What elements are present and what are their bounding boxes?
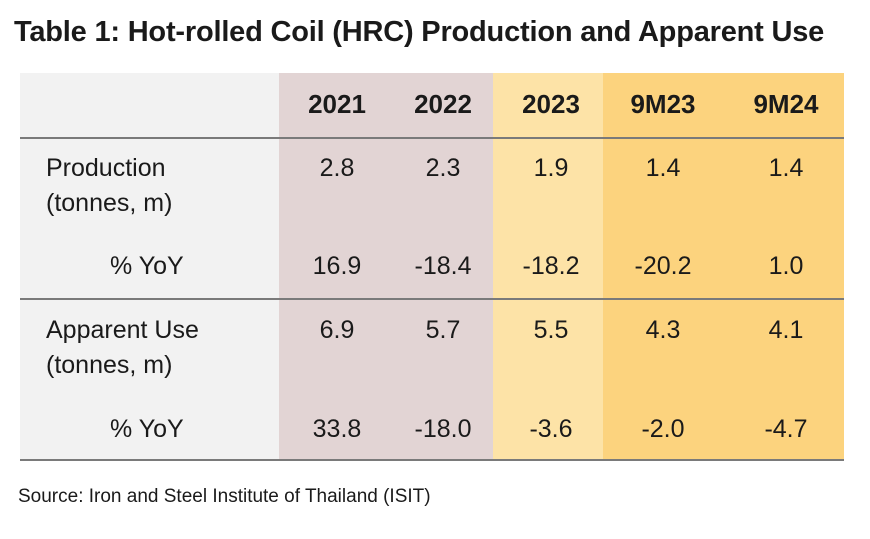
table-cell: -18.4 xyxy=(414,252,472,280)
production-unit: (tonnes, m) xyxy=(46,189,173,217)
table-cell: -18.0 xyxy=(414,415,472,443)
table-title: Table 1: Hot-rolled Coil (HRC) Productio… xyxy=(14,16,825,48)
apparent-use-label: Apparent Use xyxy=(46,316,199,344)
table-cell: 2.3 xyxy=(425,154,461,182)
table-cell: -4.7 xyxy=(764,415,808,443)
table-cell: 4.1 xyxy=(768,316,804,344)
col-header-2023: 2023 xyxy=(522,89,580,119)
table-cell: 5.5 xyxy=(533,316,569,344)
table-cell: 6.9 xyxy=(319,316,355,344)
col-header-2021: 2021 xyxy=(308,89,366,119)
section-divider xyxy=(20,298,844,300)
table-cell: 5.7 xyxy=(425,316,461,344)
table-cell: 16.9 xyxy=(312,252,362,280)
table-cell: 1.4 xyxy=(645,154,681,182)
table-cell: -18.2 xyxy=(522,252,580,280)
source-note: Source: Iron and Steel Institute of Thai… xyxy=(18,486,431,507)
apparent-use-unit: (tonnes, m) xyxy=(46,351,173,379)
table-cell: 33.8 xyxy=(312,415,362,443)
hrc-table: 2021 2022 2023 9M23 9M24 Production (ton… xyxy=(20,73,844,461)
table-cell: 1.4 xyxy=(768,154,804,182)
table-cell: -20.2 xyxy=(634,252,692,280)
production-label: Production xyxy=(46,154,166,182)
apparent-use-yoy-label: % YoY xyxy=(110,415,184,443)
table-cell: 4.3 xyxy=(645,316,681,344)
col-header-2022: 2022 xyxy=(414,89,472,119)
table-cell: 1.9 xyxy=(533,154,569,182)
col-header-9m24: 9M24 xyxy=(753,89,819,119)
col-header-9m23: 9M23 xyxy=(630,89,696,119)
bottom-rule xyxy=(20,459,844,461)
table-cell: 2.8 xyxy=(319,154,355,182)
table-cell: -3.6 xyxy=(529,415,573,443)
production-yoy-label: % YoY xyxy=(110,252,184,280)
header-divider xyxy=(20,137,844,139)
table-cell: 1.0 xyxy=(768,252,804,280)
table-cell: -2.0 xyxy=(641,415,685,443)
